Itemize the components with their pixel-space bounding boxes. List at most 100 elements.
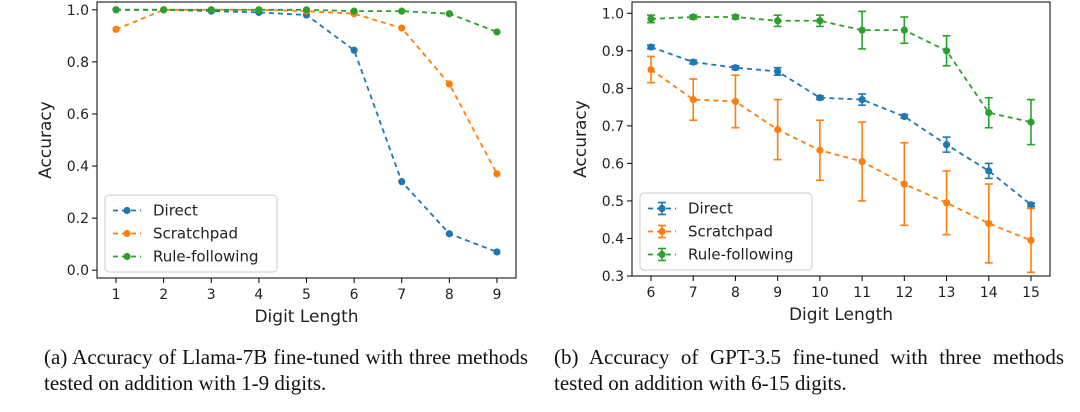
chart-b-x-tick-label: 15 [1022,285,1040,301]
chart-b-x-tick-label: 9 [773,285,782,301]
chart-b-data-point [942,47,951,55]
chart-b-x-tick-label: 14 [980,285,998,301]
chart-b-data-point [816,17,824,25]
chart-b-data-point [985,109,993,117]
chart-a-legend-label: Direct [153,202,198,220]
chart-b-plot-frame [631,1,1051,277]
chart-a-data-point [445,10,453,18]
chart-b-series-line [650,68,1032,242]
chart-b-x-tick-label: 10 [811,285,829,301]
chart-a-data-point [160,6,168,14]
chart-a-data-point [493,248,501,256]
chart-b-y-tick-label: 0.8 [602,81,624,97]
chart-b-legend-label: Direct [688,200,733,218]
chart-b-data-point [858,157,866,166]
chart-b-data-point [647,15,655,23]
chart-a-data-point [350,46,358,54]
chart-a-y-tick-label: 0.2 [67,211,89,227]
chart-a-data-point [112,6,120,14]
chart-a-series-rule-following [112,6,501,36]
chart-b-y-tick-label: 0.9 [602,44,624,60]
chart-b-data-point [900,112,908,121]
chart-b-legend-label: Scratchpad [688,223,773,241]
chart-b-data-point [900,26,908,34]
chart-b-y-tick-label: 0.3 [602,269,624,285]
chart-b-data-point [774,126,782,134]
chart-b-series-line [650,16,1032,123]
chart-b-data-point [816,94,824,102]
caption-a: (a) Accuracy of Llama-7B fine-tuned with… [44,345,528,395]
chart-b: 6 7 8 9 10 11 12 13 14 15 0.3 0.4 0.5 0.6 0.7 0.8 0.9 1.0… [571,1,1051,325]
chart-b-legend-marker [658,250,666,259]
chart-a-x-tick-label: 7 [397,287,406,303]
chart-b-y-tick-label: 0.5 [602,194,624,210]
chart-b-x-tick-label: 12 [895,285,913,301]
chart-a-x-axis-label: Digit Length [254,307,358,327]
chart-a-legend-marker [123,206,131,215]
chart-b-data-point [985,167,993,175]
chart-a-x-tick-label: 9 [492,287,501,303]
chart-b-legend-box [639,192,813,271]
chart-b-legend-marker [658,204,666,213]
chart-a-x-tick-label: 8 [445,287,454,303]
chart-b-series-line [650,46,1032,206]
chart-b-data-point [1027,236,1035,244]
chart-b-y-axis-label: Accuracy [571,100,591,178]
chart-a-x-tick-label: 1 [112,287,121,303]
chart-b-x-axis-label: Digit Length [789,305,893,325]
chart-b-y-tick-label: 1.0 [602,6,624,22]
chart-b-x-tick-label: 13 [938,285,956,301]
chart-b-data-point [689,95,697,104]
chart-a-data-point [445,80,453,88]
chart-b-x-tick-label: 8 [731,285,740,301]
chart-b-data-point [1027,201,1035,209]
chart-b-data-point [731,97,740,106]
caption-b: (b) Accuracy of GPT-3.5 fine-tuned with … [554,345,1064,395]
chart-a-data-point [350,7,358,15]
chart-b-x-tick-label: 6 [647,285,656,301]
chart-b-x-tick-label: 11 [853,285,871,301]
chart-b-series-scratchpad [647,55,1035,274]
chart-panel-a: 1 2 3 4 5 6 7 8 9 0.0 0.2 0.4 0.6 0.8 1.0 Digit Length A… [36,1,528,395]
chart-b-data-point [858,95,866,104]
chart-a-data-point [302,6,311,14]
chart-a-legend-label: Rule-following [153,248,259,266]
chart-a-x-tick-label: 3 [207,287,216,303]
chart-a-legend-label: Scratchpad [153,225,238,243]
chart-b-y-tick-label: 0.6 [602,156,624,172]
chart-a-x-tick-label: 2 [159,287,168,303]
chart-b-data-point [647,43,655,51]
chart-a-y-tick-label: 1.0 [67,3,89,19]
chart-b-data-point [858,26,866,34]
chart-a-data-point [493,28,501,36]
chart-a-legend-marker [123,252,131,261]
chart-panel-b: 6 7 8 9 10 11 12 13 14 15 0.3 0.4 0.5 0.6 0.7 0.8 0.9 1.0… [540,0,1080,412]
chart-b-y-tick-label: 0.4 [602,231,624,247]
chart-a-legend-marker [123,229,131,238]
chart-b-series-rule-following [647,10,1035,146]
chart-b-data-point [816,146,824,154]
chart-a-y-tick-label: 0.8 [67,55,89,71]
chart-a-y-tick-label: 0.4 [67,159,89,175]
chart-b-data-point [689,13,697,21]
chart-a-x-tick-label: 5 [302,287,311,303]
chart-b-legend-label: Rule-following [688,246,794,264]
chart-a-y-tick-label: 0.6 [67,107,89,123]
chart-a-y-axis-label: Accuracy [36,101,56,179]
chart-a-series-scratchpad [112,6,501,178]
chart-a-data-point [493,170,501,178]
chart-a-data-point [207,6,215,14]
chart-b-data-point [900,180,908,188]
chart-b-data-point [689,58,697,66]
chart-a-x-tick-label: 6 [350,287,359,303]
chart-b-data-point [731,64,740,72]
chart-a-x-tick-label: 4 [254,287,263,303]
chart-a: 1 2 3 4 5 6 7 8 9 0.0 0.2 0.4 0.6 0.8 1.0 Digit Length A… [36,1,517,327]
chart-b-data-point [774,67,782,76]
chart-a-y-tick-label: 0.0 [67,263,89,279]
chart-b-data-point [942,141,951,149]
chart-a-data-point [112,25,120,33]
chart-b-data-point [942,199,951,207]
chart-b-data-point [985,219,993,228]
chart-b-data-point [774,17,782,25]
